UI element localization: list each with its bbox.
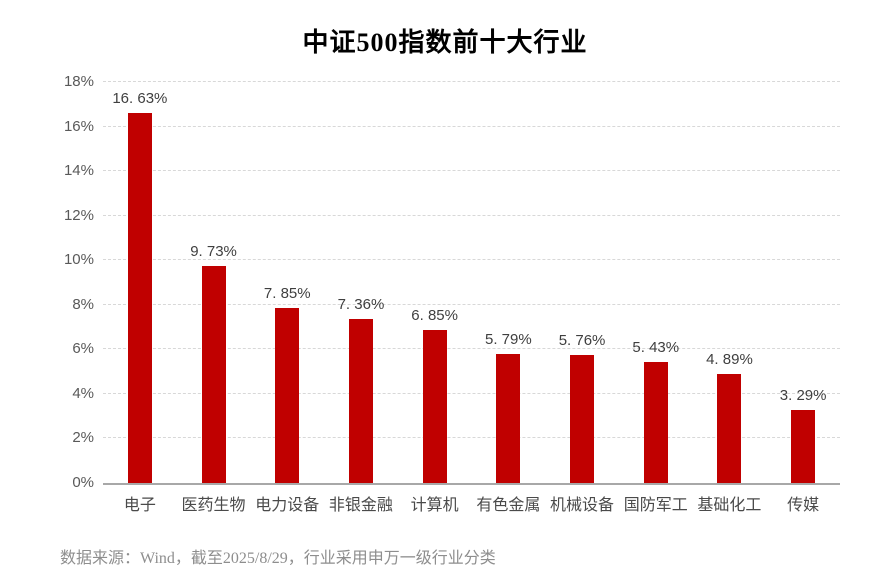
bar-医药生物 <box>201 266 226 483</box>
bar-value-label: 4. 89% <box>706 351 753 369</box>
y-tick-label: 10% <box>63 251 94 269</box>
x-category-label: 计算机 <box>410 497 459 514</box>
gridline <box>103 214 840 216</box>
bar-国防军工 <box>643 362 668 483</box>
gridline <box>103 303 840 305</box>
bar-传媒 <box>791 409 816 483</box>
y-tick-label: 0% <box>72 474 94 491</box>
x-axis: 电子 医药生物 电力设备 非银金融 计算机 有色金属 机械设备 国防军工 基础化工 传媒 <box>103 496 840 518</box>
gridline <box>103 170 840 172</box>
bar-value-label: 16. 63% <box>112 89 168 107</box>
bar-电力设备 <box>275 308 300 483</box>
bar-value-label: 3. 29% <box>779 386 827 404</box>
x-category-label: 有色金属 <box>476 497 541 514</box>
bar-value-label: 6. 85% <box>411 307 458 325</box>
plot-area: 16. 63% 9. 73% 7. 85% 7. 36% 6. 85% 5. 79% 5. … <box>103 81 840 485</box>
bar-value-label: 5. 79% <box>484 331 532 349</box>
x-category-label: 医药生物 <box>181 497 246 514</box>
bar-value-label: 9. 73% <box>190 243 237 261</box>
x-category-label: 机械设备 <box>550 497 615 514</box>
source-note: 数据来源：Wind，截至2025/8/29，行业采用申万一级行业分类 <box>60 550 496 567</box>
bar-基础化工 <box>717 374 742 483</box>
y-tick-label: 2% <box>72 429 94 447</box>
x-category-label: 非银金融 <box>328 497 393 514</box>
gridline <box>103 125 840 127</box>
bar-value-label: 5. 43% <box>632 339 680 357</box>
x-category-label: 传媒 <box>787 497 820 514</box>
y-tick-label: 14% <box>63 162 94 180</box>
chart-title: 中证500指数前十大行业 <box>302 28 588 57</box>
x-category-label: 电子 <box>123 497 156 514</box>
bar-value-label: 5. 76% <box>558 331 606 349</box>
gridline <box>103 259 840 261</box>
y-tick-label: 18% <box>63 73 94 90</box>
bar-计算机 <box>422 330 447 483</box>
y-tick-label: 4% <box>72 384 94 402</box>
bar-value-label: 7. 36% <box>337 296 385 314</box>
y-tick-label: 16% <box>63 117 94 135</box>
bar-非银金融 <box>348 319 373 483</box>
y-tick-label: 6% <box>72 340 94 358</box>
gridline <box>103 348 840 350</box>
x-category-label: 电力设备 <box>255 497 320 514</box>
bar-value-label: 7. 85% <box>263 285 311 303</box>
x-category-label: 基础化工 <box>697 497 762 514</box>
bar-电子 <box>127 112 152 483</box>
x-category-label: 国防军工 <box>623 497 688 514</box>
y-tick-label: 12% <box>63 206 94 224</box>
gridline <box>103 81 840 82</box>
bar-有色金属 <box>496 354 521 483</box>
bar-机械设备 <box>570 354 595 483</box>
gridline <box>103 437 840 439</box>
gridline <box>103 392 840 394</box>
y-tick-label: 8% <box>72 295 94 313</box>
